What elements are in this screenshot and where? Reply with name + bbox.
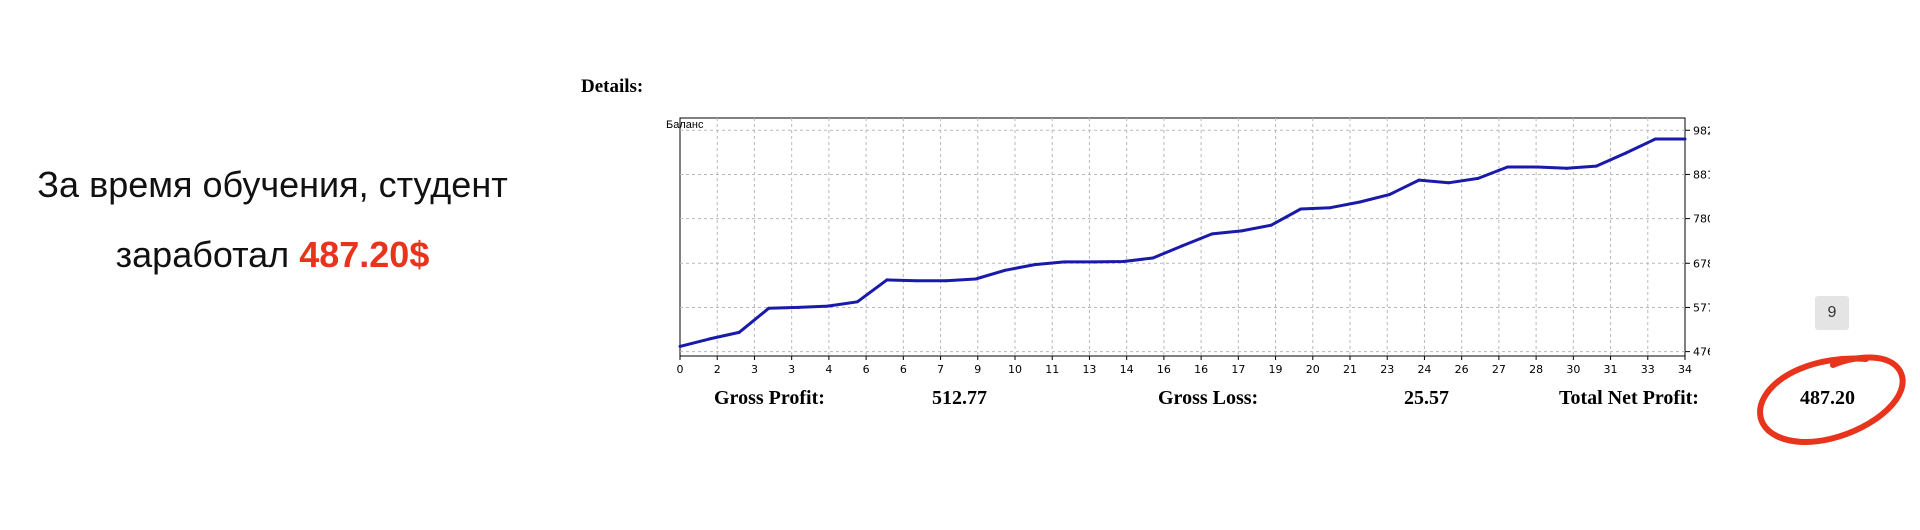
balance-point [1121, 260, 1125, 263]
balance-point [944, 279, 948, 283]
x-tick-label: 10 [1008, 363, 1022, 376]
x-tick-label: 26 [1455, 363, 1469, 376]
y-tick-label: 678 [1693, 257, 1710, 270]
balance-point [737, 330, 741, 334]
balance-point [1003, 268, 1007, 272]
x-tick-label: 30 [1566, 363, 1580, 376]
balance-point [1565, 166, 1569, 170]
balance-point [1328, 206, 1332, 210]
x-tick-label: 27 [1492, 363, 1506, 376]
balance-point [1269, 223, 1273, 227]
chart-title: Баланс [666, 119, 704, 131]
x-tick-label: 3 [751, 363, 758, 376]
gross-profit-value: 512.77 [932, 387, 987, 409]
chart-grid [680, 118, 1685, 356]
y-axis: 476 577 678 780 881 982 [1685, 124, 1710, 359]
y-tick-label: 881 [1693, 168, 1710, 181]
x-tick-label: 4 [825, 363, 832, 376]
highlight-circle [1757, 354, 1906, 445]
balance-point [1181, 244, 1184, 248]
balance-point [1210, 232, 1214, 236]
x-tick-label: 23 [1380, 363, 1394, 376]
page-number-badge[interactable]: 9 [1815, 296, 1849, 330]
balance-point [678, 344, 682, 348]
x-tick-label: 34 [1678, 363, 1692, 376]
balance-point [1447, 181, 1451, 185]
balance-point [974, 277, 978, 281]
balance-point [1151, 256, 1155, 260]
balance-point [1653, 137, 1657, 141]
balance-point [1506, 165, 1510, 169]
earned-amount: 487.20$ [299, 234, 430, 275]
balance-point [885, 278, 889, 282]
balance-point [1387, 193, 1391, 197]
balance-point [1417, 178, 1421, 182]
balance-point [1476, 176, 1480, 180]
x-axis: 0 2 3 3 4 6 6 7 9 10 11 13 14 16 16 17 19 20 21 23 24 26 27 28 3… [677, 356, 1692, 376]
total-net-profit-value: 487.20 [1800, 387, 1855, 409]
caption-line-2: заработал 487.20$ [0, 220, 545, 290]
balance-point [855, 300, 859, 304]
balance-point [826, 304, 830, 308]
caption-line-1: За время обучения, студент [37, 164, 508, 205]
y-tick-label: 982 [1693, 124, 1710, 137]
x-tick-label: 13 [1082, 363, 1096, 376]
balance-point [1092, 260, 1096, 264]
balance-point [1535, 165, 1539, 169]
gross-loss-label: Gross Loss: [1158, 387, 1259, 409]
balance-point [1062, 260, 1066, 264]
x-tick-label: 7 [937, 363, 944, 376]
total-net-profit-label: Total Net Profit: [1559, 387, 1699, 409]
caption: За время обучения, студент заработал 487… [0, 150, 545, 290]
balance-point [708, 337, 712, 341]
x-tick-label: 3 [788, 363, 795, 376]
plot-frame [679, 117, 1686, 357]
balance-point [796, 305, 800, 309]
balance-point [1624, 151, 1628, 155]
x-tick-label: 2 [714, 363, 721, 376]
gross-profit-label: Gross Profit: [714, 387, 825, 409]
highlight-circle-stroke [1757, 354, 1906, 445]
x-tick-label: 16 [1157, 363, 1171, 376]
x-tick-label: 11 [1045, 363, 1059, 376]
y-tick-label: 476 [1693, 346, 1710, 359]
balance-point [1033, 263, 1037, 267]
x-tick-label: 21 [1343, 363, 1357, 376]
x-tick-label: 19 [1269, 363, 1283, 376]
x-tick-label: 24 [1417, 363, 1431, 376]
y-tick-label: 780 [1693, 213, 1710, 226]
x-tick-label: 20 [1306, 363, 1320, 376]
x-tick-label: 17 [1231, 363, 1245, 376]
balance-point [1594, 164, 1598, 168]
balance-point [1683, 137, 1687, 141]
details-label: Details: [581, 76, 644, 97]
balance-point [1240, 229, 1244, 233]
x-tick-label: 31 [1604, 363, 1618, 376]
balance-point [767, 306, 771, 310]
x-tick-label: 33 [1641, 363, 1655, 376]
x-tick-label: 6 [900, 363, 907, 376]
x-tick-label: 0 [677, 363, 684, 376]
balance-point [914, 279, 918, 283]
balance-chart: 476577678780881982 023346679101113141616… [666, 117, 1710, 376]
x-tick-label: 28 [1529, 363, 1543, 376]
x-tick-label: 16 [1194, 363, 1208, 376]
y-tick-label: 577 [1693, 301, 1710, 314]
x-tick-label: 9 [974, 363, 981, 376]
balance-point [1299, 207, 1303, 211]
x-tick-label: 14 [1120, 363, 1134, 376]
gross-loss-value: 25.57 [1404, 387, 1449, 409]
caption-line-2-prefix: заработал [115, 234, 300, 275]
balance-point [1358, 200, 1362, 204]
x-tick-label: 6 [863, 363, 870, 376]
